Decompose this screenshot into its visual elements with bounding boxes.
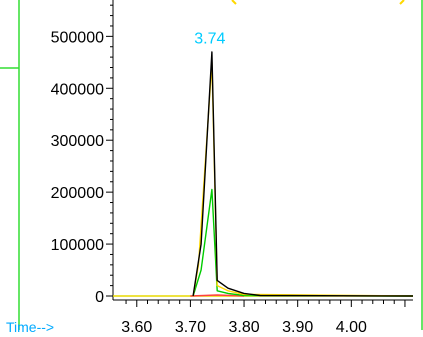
x-axis-title: Time--> (6, 319, 54, 335)
axes-layer (106, 0, 413, 307)
series-trace (192, 188, 414, 297)
y-tick-label: 100000 (51, 237, 104, 254)
x-tick-label: 3.70 (175, 319, 206, 336)
y-tick-label: 200000 (51, 185, 104, 202)
series-layer (113, 51, 414, 297)
header-box-fragment-right (399, 0, 405, 5)
series-trace (192, 51, 414, 297)
series-trace (190, 294, 245, 297)
x-tick-label: 3.90 (282, 319, 313, 336)
header-box-fragment (231, 0, 237, 5)
x-tick-label: 4.00 (336, 319, 367, 336)
y-tick-label: 500000 (51, 29, 104, 46)
y-tick-label: 0 (95, 289, 104, 306)
x-tick-label: 3.80 (228, 319, 259, 336)
x-tick-label: 3.60 (121, 319, 152, 336)
labels-layer: 0 100000 200000 300000 400000 500000 3.60 3.70 3… (51, 29, 367, 336)
series-trace (192, 61, 414, 297)
y-tick-label: 300000 (51, 133, 104, 150)
y-tick-label: 400000 (51, 81, 104, 98)
peak-label: 3.74 (194, 31, 225, 48)
